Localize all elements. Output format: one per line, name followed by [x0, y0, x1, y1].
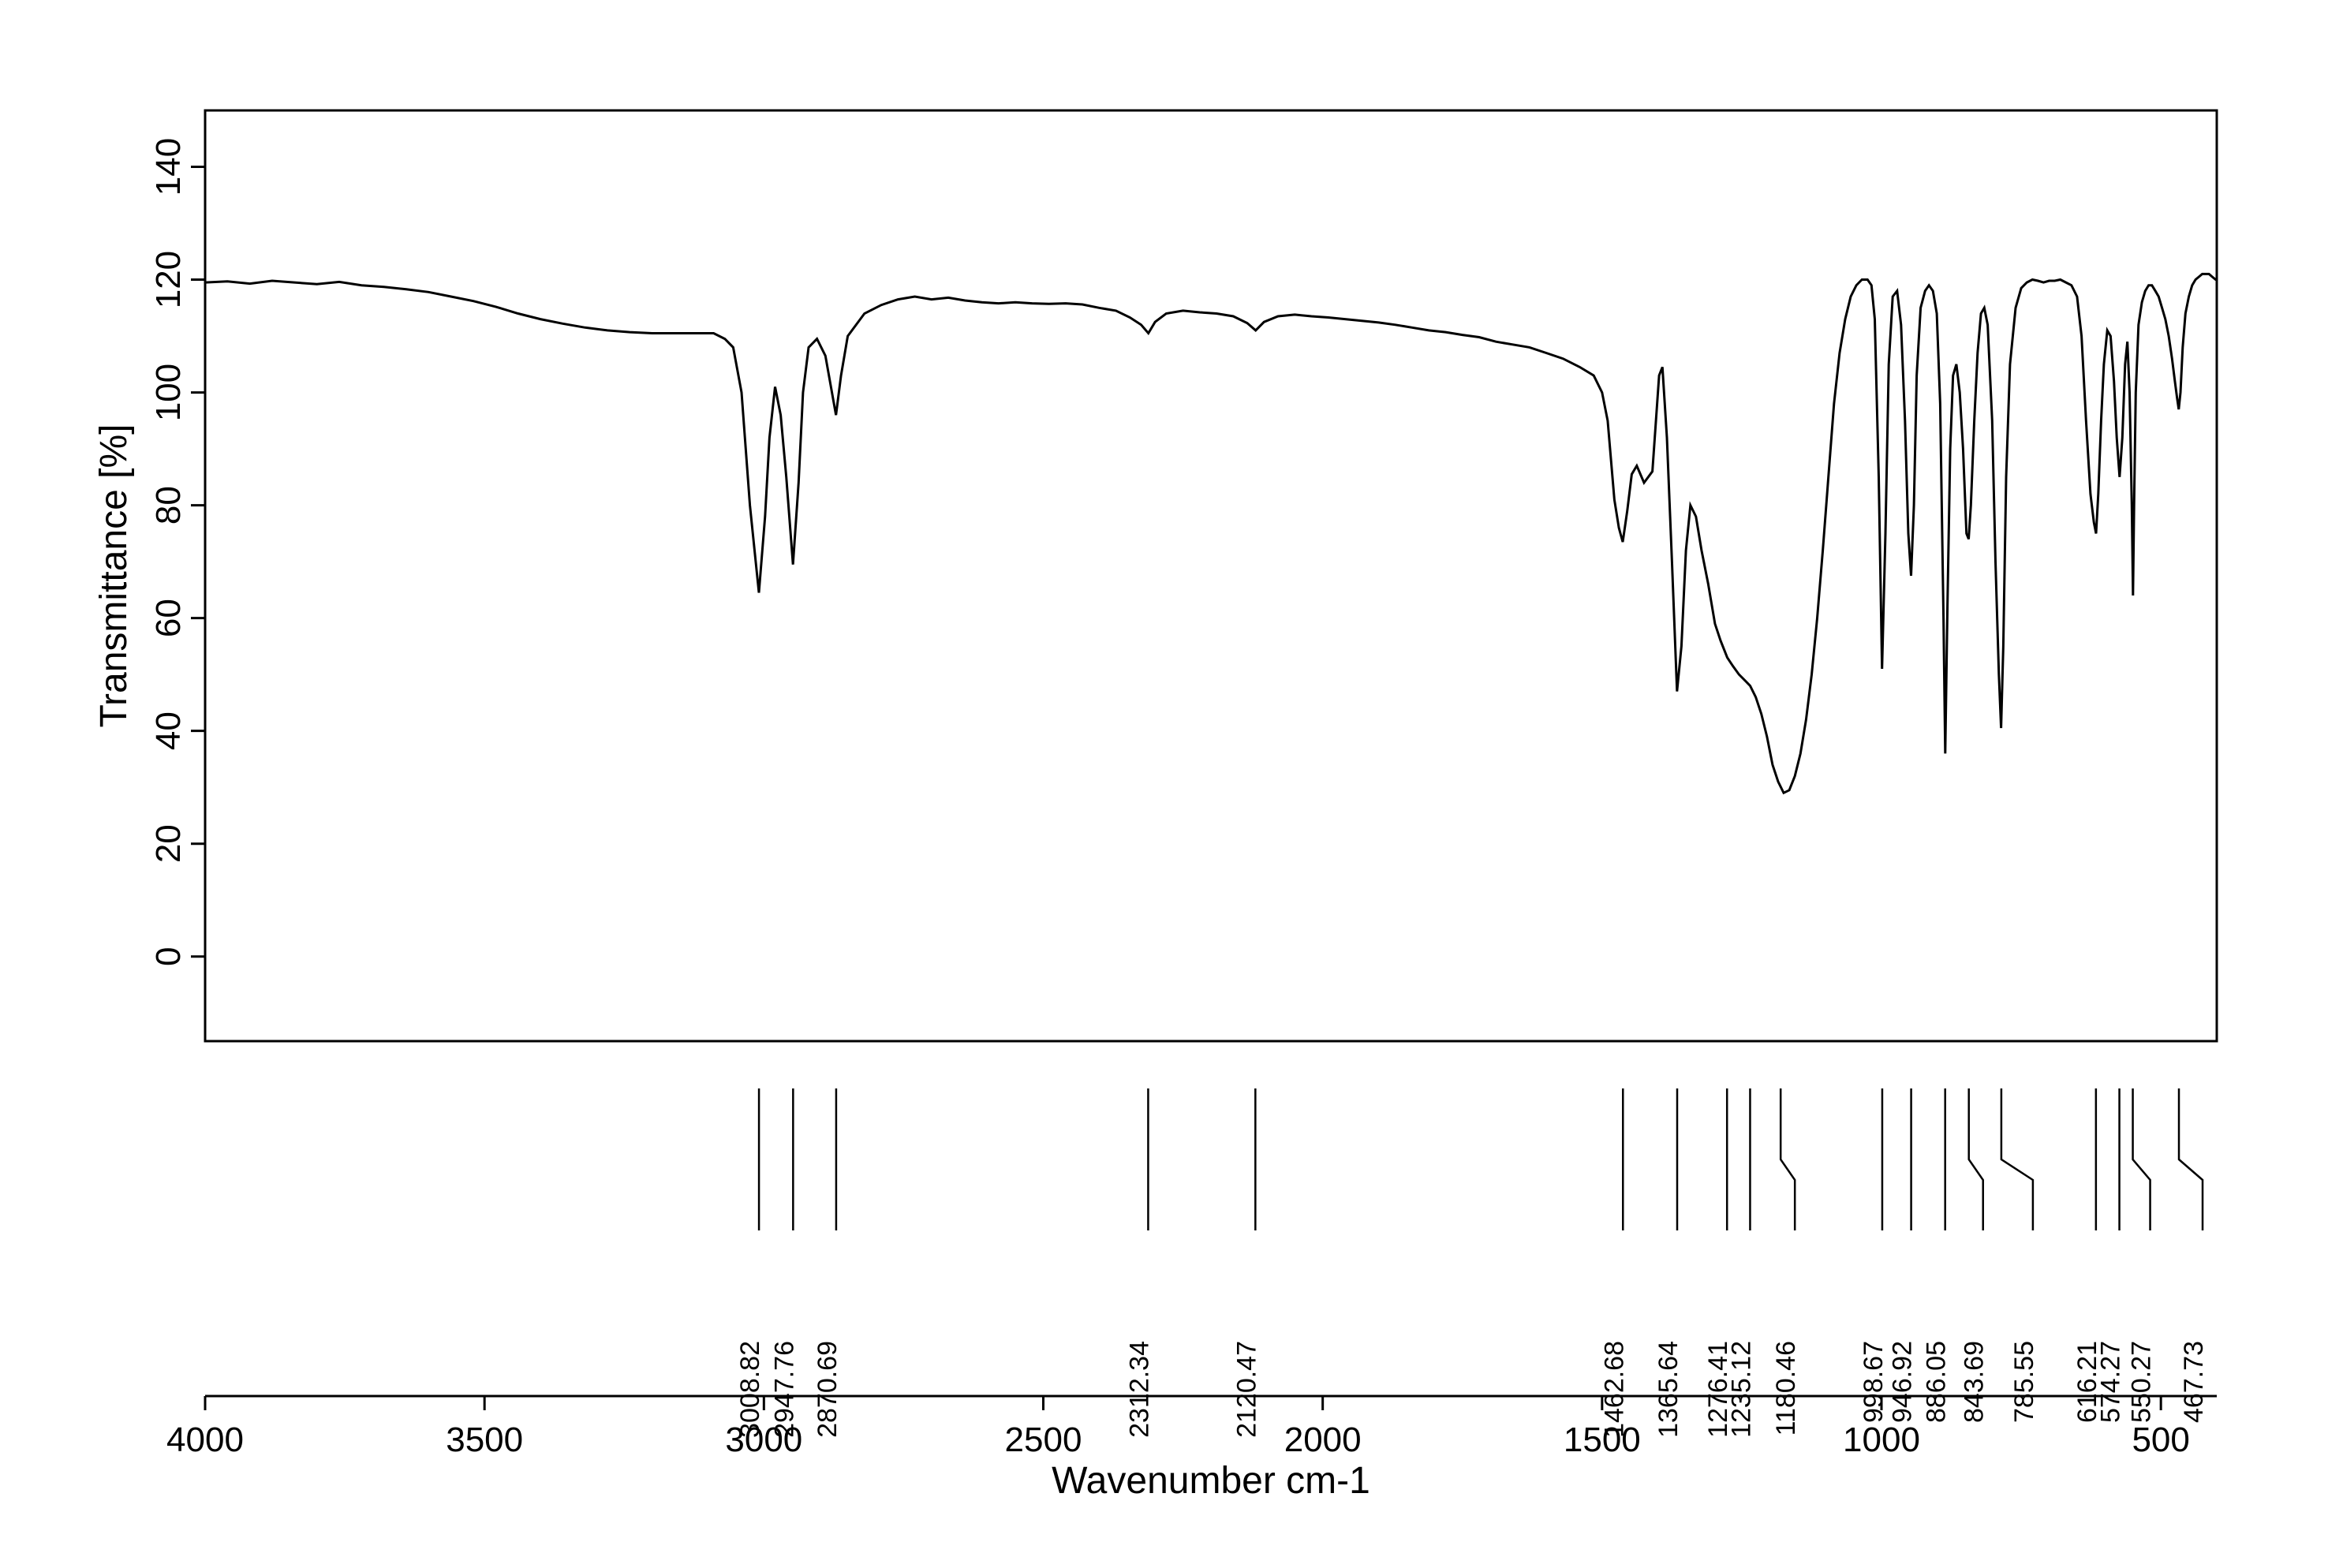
peak-label: 2120.47	[1231, 1341, 1261, 1438]
peak-label: 1180.46	[1771, 1341, 1801, 1435]
x-tick-label: 3500	[446, 1421, 523, 1459]
peak-label: 2870.69	[813, 1341, 843, 1438]
x-tick-label: 2000	[1284, 1421, 1362, 1459]
y-tick-label: 40	[149, 711, 188, 750]
x-tick-label: 500	[2132, 1421, 2189, 1459]
chart-background	[0, 0, 2328, 1568]
y-tick-label: 20	[149, 824, 188, 863]
y-tick-label: 60	[149, 599, 188, 637]
x-axis-label: Wavenumber cm-1	[1052, 1460, 1370, 1502]
peak-label: 2312.34	[1124, 1341, 1154, 1438]
y-tick-label: 140	[149, 138, 188, 196]
peak-label: 843.69	[1960, 1341, 1990, 1423]
y-tick-label: 120	[149, 251, 188, 308]
peak-label: 998.67	[1859, 1341, 1889, 1423]
y-tick-label: 0	[149, 946, 188, 965]
peak-label: 785.55	[2009, 1341, 2039, 1423]
peak-label: 886.05	[1922, 1341, 1952, 1423]
peak-label: 1365.64	[1654, 1341, 1683, 1438]
x-tick-label: 3000	[725, 1421, 802, 1459]
x-tick-label: 4000	[166, 1421, 244, 1459]
x-tick-label: 1000	[1843, 1421, 1920, 1459]
y-tick-label: 100	[149, 364, 188, 421]
y-axis-label: Transmittance [%]	[93, 424, 135, 727]
peak-label: 550.27	[2127, 1341, 2157, 1423]
peak-label: 574.27	[2096, 1341, 2126, 1423]
ir-spectrum-chart: 3008.822947.762870.692312.342120.471462.…	[0, 0, 2328, 1568]
x-tick-label: 1500	[1564, 1421, 1641, 1459]
peak-label: 946.92	[1888, 1341, 1918, 1423]
y-tick-label: 80	[149, 486, 188, 525]
x-tick-label: 2500	[1005, 1421, 1082, 1459]
peak-label: 1235.12	[1726, 1341, 1756, 1438]
peak-label: 467.73	[2179, 1341, 2209, 1423]
